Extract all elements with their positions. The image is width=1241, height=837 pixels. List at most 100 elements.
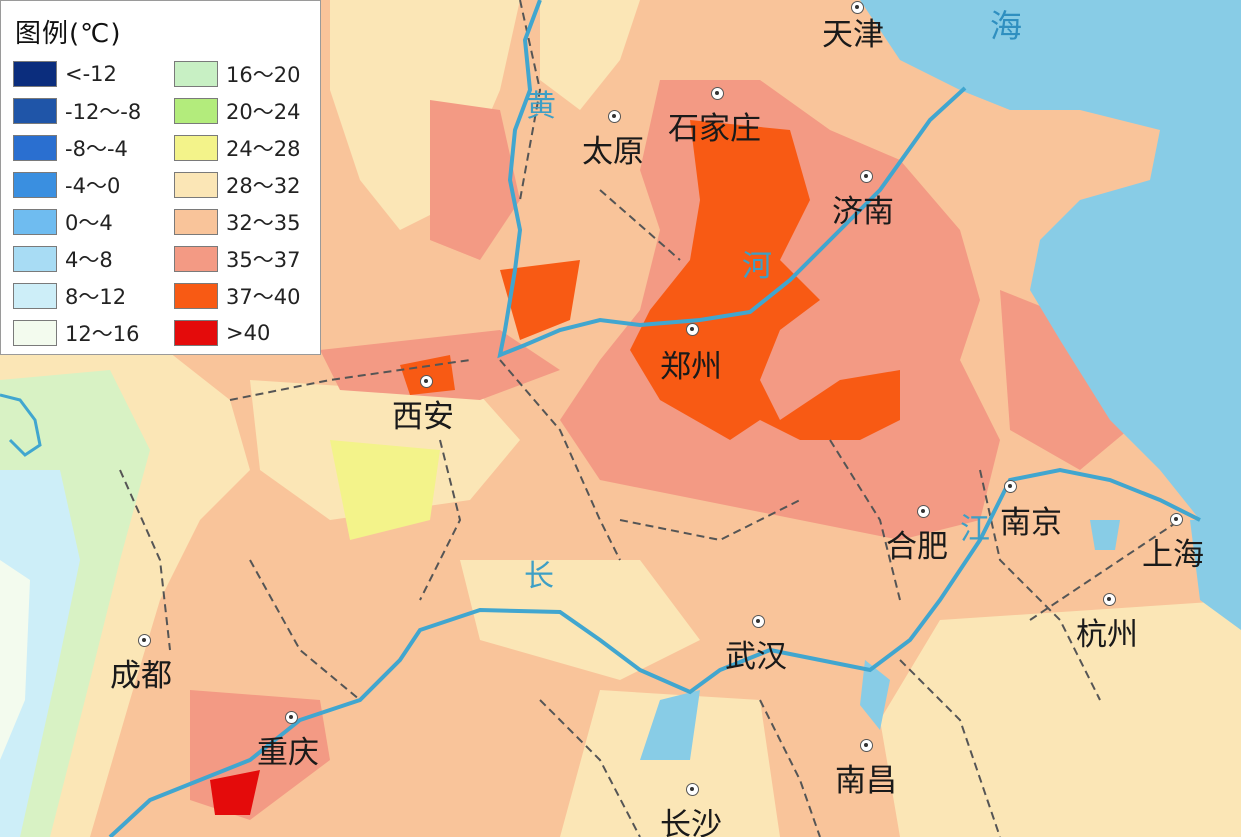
legend-swatch (13, 172, 57, 198)
city-label-nanjing: 南京 (1000, 505, 1062, 541)
legend-item: 12～16 (13, 319, 139, 347)
plateau-zone-1 (330, 0, 520, 230)
legend-item: >40 (174, 319, 270, 347)
legend-label: 32～35 (226, 211, 301, 235)
city-marker-jinan (860, 170, 873, 183)
legend-swatch (174, 246, 218, 272)
river-label-huang-2: 河 (742, 249, 772, 284)
legend-label: 24～28 (226, 137, 301, 161)
city-marker-shijiazhuang (711, 87, 724, 100)
legend-item: -4～0 (13, 171, 120, 199)
legend-label: 28～32 (226, 174, 301, 198)
poyang-lake (860, 660, 890, 730)
city-marker-chengdu (138, 634, 151, 647)
legend-item: 32～35 (174, 208, 300, 236)
legend-label: 0～4 (65, 211, 113, 235)
legend-swatch (174, 209, 218, 235)
legend-item: 24～28 (174, 134, 300, 162)
legend-item: <-12 (13, 60, 117, 88)
qinling-peak-zone (330, 440, 440, 540)
city-label-chengdu: 成都 (110, 658, 172, 694)
city-label-changsha: 长沙 (660, 807, 722, 837)
legend-item: 35～37 (174, 245, 300, 273)
legend-swatch (13, 135, 57, 161)
central-zone (460, 560, 700, 680)
city-marker-nanchang (860, 739, 873, 752)
legend-swatch (174, 320, 218, 346)
city-label-shanghai: 上海 (1142, 537, 1204, 573)
city-label-hangzhou: 杭州 (1076, 617, 1138, 653)
legend-label: 16～20 (226, 63, 301, 87)
yellow-river (497, 0, 967, 359)
legend-title: 图例(℃) (15, 19, 122, 49)
legend-item: 16～20 (174, 60, 300, 88)
legend-item: 20～24 (174, 97, 300, 125)
legend-swatch (13, 246, 57, 272)
legend-label: 37～40 (226, 285, 301, 309)
legend-label: 8～12 (65, 285, 127, 309)
legend-item: 4～8 (13, 245, 113, 273)
city-label-taiyuan: 太原 (582, 134, 644, 170)
legend-item: -8～-4 (13, 134, 128, 162)
legend-swatch (13, 320, 57, 346)
legend-label: 35～37 (226, 248, 301, 272)
western-peak-zone (0, 560, 30, 760)
city-label-shijiazhuang: 石家庄 (668, 111, 761, 147)
city-marker-chongqing (285, 711, 298, 724)
minor-river-west (0, 393, 42, 457)
extreme-heat-zone-shanxi (500, 260, 580, 340)
legend-label: -4～0 (65, 174, 121, 198)
extreme-heat-zone-henan (630, 120, 900, 440)
city-marker-zhengzhou (686, 323, 699, 336)
taihu-lake (1090, 520, 1120, 550)
city-label-chongqing: 重庆 (257, 735, 319, 771)
river-label-chang-1: 长 (524, 559, 554, 594)
legend-label: -12～-8 (65, 100, 142, 124)
legend-item: 8～12 (13, 282, 126, 310)
city-label-zhengzhou: 郑州 (660, 349, 722, 385)
hunan-zone (560, 690, 780, 837)
city-marker-tianjin (851, 1, 864, 14)
map-legend: 图例(℃) <-12 -12～-8 -8～-4 -4～0 0～4 4～8 8～1… (0, 0, 321, 355)
legend-swatch (174, 283, 218, 309)
legend-label: -8～-4 (65, 137, 128, 161)
city-marker-xian (420, 375, 433, 388)
river-label-huang-1: 黄 (526, 89, 556, 124)
city-label-wuhan: 武汉 (725, 639, 787, 675)
western-cold-zone (0, 470, 80, 837)
legend-swatch (13, 209, 57, 235)
city-marker-hefei (917, 505, 930, 518)
legend-item: 37～40 (174, 282, 300, 310)
city-marker-nanjing (1004, 480, 1017, 493)
hot-zone-jiangsu (1000, 290, 1140, 470)
sea-label: 海 (990, 7, 1023, 45)
legend-swatch (174, 135, 218, 161)
legend-swatch (174, 61, 218, 87)
dongting-lake (640, 690, 700, 760)
city-marker-hangzhou (1103, 593, 1116, 606)
city-marker-shanghai (1170, 513, 1183, 526)
legend-swatch (13, 283, 57, 309)
plateau-zone-2 (540, 0, 640, 110)
legend-item: -12～-8 (13, 97, 141, 125)
sea-area-south (1190, 520, 1241, 630)
legend-label: 12～16 (65, 322, 140, 346)
city-marker-taiyuan (608, 110, 621, 123)
city-label-xian: 西安 (392, 399, 454, 435)
river-label-chang-2: 江 (960, 512, 990, 547)
city-label-hefei: 合肥 (886, 529, 948, 565)
extreme-heat-zone-chongqing (210, 770, 260, 815)
legend-swatch (174, 98, 218, 124)
city-marker-changsha (686, 783, 699, 796)
legend-swatch (13, 61, 57, 87)
legend-label: <-12 (65, 62, 117, 86)
legend-swatch (174, 172, 218, 198)
city-label-tianjin: 天津 (822, 17, 884, 53)
legend-label: 4～8 (65, 248, 113, 272)
hot-zone-shanxi (430, 100, 520, 260)
legend-label: 20～24 (226, 100, 301, 124)
legend-label: >40 (226, 321, 271, 345)
city-label-jinan: 济南 (832, 194, 894, 230)
